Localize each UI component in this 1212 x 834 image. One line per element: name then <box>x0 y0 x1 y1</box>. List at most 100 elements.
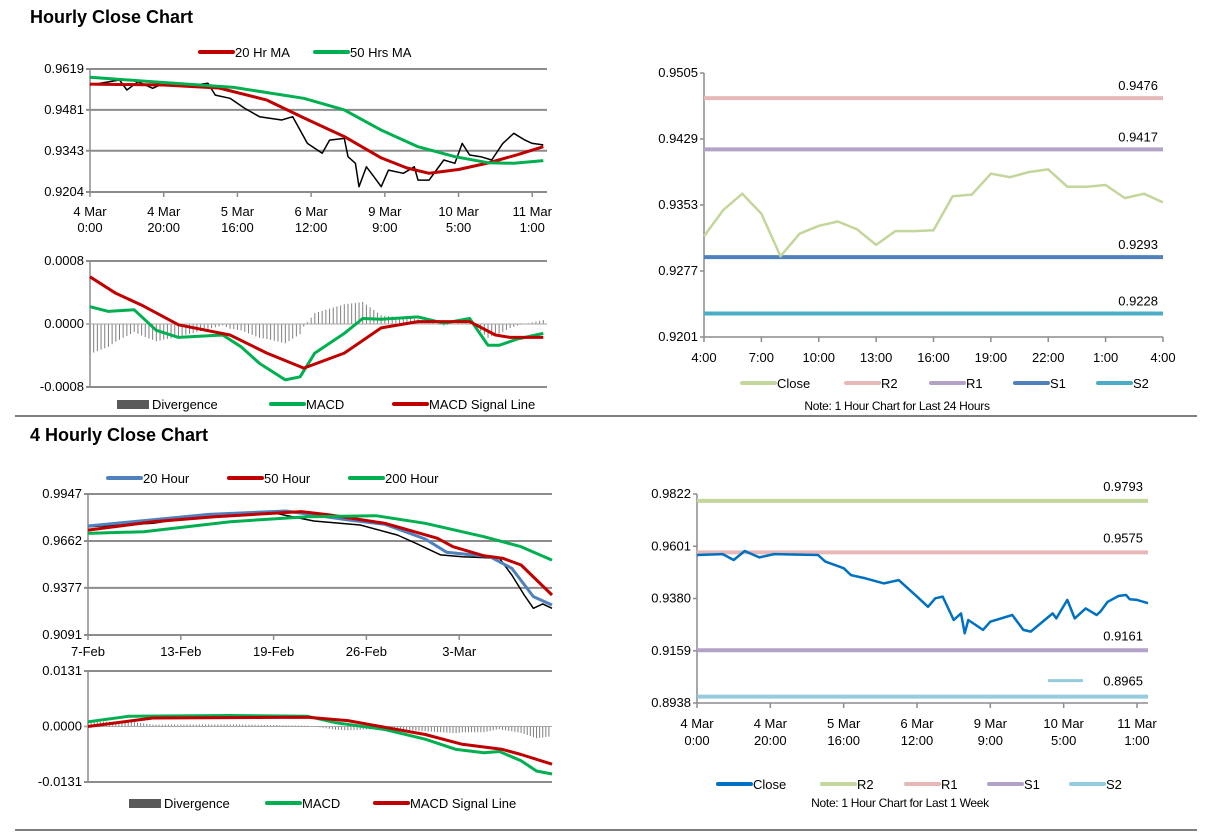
x-tick-label: 16:00 <box>827 733 860 748</box>
series-50-hrs-ma <box>89 75 544 165</box>
level-label-s1: 0.9161 <box>1103 628 1143 643</box>
y-tick-label: 0.9201 <box>658 329 698 344</box>
y-tick-label: 0.0000 <box>44 316 84 331</box>
x-tick-label: 13:00 <box>860 350 893 365</box>
x-tick-label: 20:00 <box>147 220 180 235</box>
x-tick-label: 22:00 <box>1032 350 1065 365</box>
level-label-s2: 0.8965 <box>1103 674 1143 689</box>
legend-label: R1 <box>966 376 983 391</box>
legend-swatch <box>129 799 161 808</box>
y-tick-label: 0.9204 <box>44 184 84 199</box>
x-tick-label: 1:00 <box>520 220 545 235</box>
y-tick-label: 0.9429 <box>658 131 698 146</box>
y-tick-label: 0.9481 <box>44 102 84 117</box>
legend-label: Close <box>753 777 786 792</box>
x-tick-label: 7:00 <box>749 350 774 365</box>
series-20-hour <box>87 509 553 607</box>
series-50-hour <box>87 510 554 597</box>
x-tick-label: 16:00 <box>917 350 950 365</box>
series-price <box>87 511 553 610</box>
section-title-4-hourly: 4 Hourly Close Chart <box>30 425 209 445</box>
level-label-r2: 0.9476 <box>1118 78 1158 93</box>
x-tick-label: 11 Mar <box>513 204 553 219</box>
y-tick-label: 0.8938 <box>651 695 691 710</box>
x-tick-label: 20:00 <box>754 733 787 748</box>
legend-label: S1 <box>1024 777 1040 792</box>
section-divider <box>15 415 1197 417</box>
legend-swatch <box>117 400 149 409</box>
legend-label: 20 Hr MA <box>235 45 290 60</box>
x-tick-label: 12:00 <box>901 733 934 748</box>
y-tick-label: 0.9353 <box>658 197 698 212</box>
legend-label: 200 Hour <box>385 471 439 486</box>
series-macd <box>87 714 553 776</box>
x-tick-label: 4 Mar <box>680 716 714 731</box>
chart-four-hourly-price: 0.9947 0.9662 0.9377 0.9091 7-Feb 13-Feb 19-Fe… <box>42 471 554 659</box>
x-tick-label: 9:00 <box>978 733 1003 748</box>
legend-label: S2 <box>1106 777 1122 792</box>
level-label-r1: 0.9575 <box>1103 530 1143 545</box>
x-tick-label: 3-Mar <box>442 644 477 659</box>
series-macd-signal-line <box>87 715 553 766</box>
series-price <box>89 79 544 188</box>
x-tick-label: 1:00 <box>1124 733 1149 748</box>
y-tick-label: 0.9343 <box>44 143 84 158</box>
y-tick-label: 0.9822 <box>651 486 691 501</box>
x-tick-label: 5 Mar <box>827 716 861 731</box>
x-tick-label: 9 Mar <box>974 716 1008 731</box>
x-tick-label: 4 Mar <box>754 716 788 731</box>
legend-label: Close <box>777 376 810 391</box>
level-label-s2: 0.9228 <box>1118 294 1158 309</box>
legend-label: 50 Hour <box>264 471 311 486</box>
y-tick-label: 0.9947 <box>42 486 82 501</box>
section-divider-bottom <box>15 829 1197 831</box>
legend-label: S2 <box>1133 376 1149 391</box>
series-close <box>696 549 1149 635</box>
x-tick-label: 10 Mar <box>1043 716 1084 731</box>
x-tick-label: 12:00 <box>295 220 328 235</box>
legend-label: 50 Hrs MA <box>350 45 412 60</box>
y-tick-label: 0.9662 <box>42 533 82 548</box>
section-title-hourly: Hourly Close Chart <box>30 7 194 27</box>
x-tick-label: 5:00 <box>446 220 471 235</box>
legend-label: MACD Signal Line <box>429 397 535 412</box>
x-tick-label: 6 Mar <box>900 716 934 731</box>
y-tick-label: 0.0008 <box>44 253 84 268</box>
x-tick-label: 0:00 <box>684 733 709 748</box>
chart-note-1week: Note: 1 Hour Chart for Last 1 Week <box>811 796 989 810</box>
series-macd <box>89 305 544 382</box>
y-tick-label: 0.9505 <box>658 65 698 80</box>
x-tick-label: 4 Mar <box>73 204 107 219</box>
y-tick-label: 0.9159 <box>651 643 691 658</box>
x-tick-label: 10 Mar <box>438 204 479 219</box>
y-tick-label: 0.9619 <box>44 61 84 76</box>
x-tick-label: 13-Feb <box>160 644 201 659</box>
x-tick-label: 0:00 <box>77 220 102 235</box>
legend-label: R1 <box>941 777 958 792</box>
legend-label: MACD Signal Line <box>410 796 516 811</box>
series-200-hour <box>87 514 553 562</box>
x-tick-label: 5:00 <box>1051 733 1076 748</box>
series-macd-signal-line <box>89 275 544 370</box>
y-tick-label: -0.0131 <box>38 774 82 789</box>
y-tick-label: -0.0008 <box>40 379 84 394</box>
x-tick-label: 10:00 <box>802 350 835 365</box>
level-label-r1: 0.9417 <box>1118 129 1158 144</box>
x-tick-label: 9 Mar <box>368 204 402 219</box>
x-tick-label: 1:00 <box>1093 350 1118 365</box>
y-tick-label: 0.9601 <box>651 538 691 553</box>
chart-hourly-macd: 0.0008 0.0000 -0.0008 Divergence MACD MACD Si… <box>40 253 547 412</box>
series-close <box>702 168 1164 258</box>
chart-last1week: 0.9822 0.9601 0.9380 0.9159 0.8938 4 Mar 0:00 4… <box>651 479 1157 792</box>
legend-label: MACD <box>302 796 340 811</box>
chart-note-24h: Note: 1 Hour Chart for Last 24 Hours <box>804 399 990 413</box>
x-tick-label: 4:00 <box>1150 350 1175 365</box>
x-tick-label: 5 Mar <box>221 204 255 219</box>
x-tick-label: 26-Feb <box>346 644 387 659</box>
x-tick-label: 7-Feb <box>71 644 105 659</box>
x-tick-label: 16:00 <box>221 220 254 235</box>
chart-last24h: 0.9505 0.9429 0.9353 0.9277 0.9201 4:00 7:00 10… <box>658 65 1175 391</box>
x-tick-label: 19:00 <box>975 350 1008 365</box>
legend-label: Divergence <box>164 796 230 811</box>
